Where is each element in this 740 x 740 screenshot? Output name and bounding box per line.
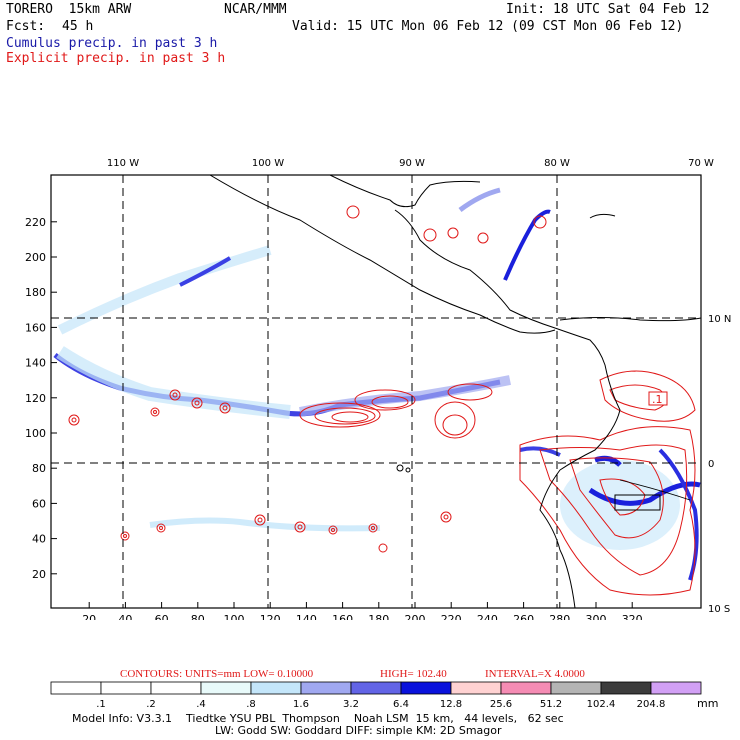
contour-interval: INTERVAL=X 4.0000 — [485, 668, 585, 680]
explicit-caption: Explicit precip. in past 3 h — [6, 51, 226, 66]
x-tick-label: 40 — [118, 613, 132, 620]
precip-map: 110 W 100 W 90 W 80 W 70 W 10 N 0 10 S — [25, 158, 731, 620]
color-legend: .1.2.4.8 1.6 3.2 6.4 12.8 25.6 51.2 102.4 204.8 … — [50, 681, 718, 710]
legend-swatch — [500, 681, 552, 695]
legend-value: 6.4 — [393, 699, 409, 710]
legend-value: .1 — [96, 699, 106, 710]
legend-swatch — [650, 681, 702, 695]
contour-units: CONTOURS: UNITS=mm LOW= 0.10000 — [120, 668, 314, 680]
y-tick-label: 180 — [25, 286, 46, 299]
model-title: TORERO 15km ARW — [6, 2, 132, 17]
forecast-label: Fcst: — [6, 19, 46, 34]
legend-value: 1.6 — [293, 699, 309, 710]
legend-value: .4 — [196, 699, 206, 710]
legend-unit: mm — [697, 697, 718, 710]
forecast-hour: 45 h — [62, 19, 94, 34]
x-tick-label: 140 — [296, 613, 317, 620]
legend-value: .8 — [246, 699, 256, 710]
y-tick-label: 40 — [32, 533, 46, 546]
map-frame — [50, 174, 702, 609]
valid-time: Valid: 15 UTC Mon 06 Feb 12 (09 CST Mon … — [292, 19, 684, 34]
y-tick-label: 200 — [25, 251, 46, 264]
lon-label: 100 W — [252, 158, 284, 169]
x-tick-label: 180 — [368, 613, 389, 620]
y-tick-label: 60 — [32, 497, 46, 510]
x-tick-label: 240 — [477, 613, 498, 620]
contour-caption: CONTOURS: UNITS=mm LOW= 0.10000 HIGH= 10… — [120, 668, 585, 680]
y-tick-label: 160 — [25, 321, 46, 334]
contour-box — [648, 391, 668, 406]
model-info: Model Info: V3.3.1 Tiedtke YSU PBL Thomp… — [72, 712, 564, 725]
y-tick-label: 140 — [25, 357, 46, 370]
org-label: NCAR/MMM — [224, 2, 287, 17]
legend-swatch — [550, 681, 602, 695]
lon-label: 70 W — [688, 158, 714, 169]
y-tick-label: 20 — [32, 568, 46, 581]
legend-value: 12.8 — [440, 699, 462, 710]
legend-swatch — [100, 681, 152, 695]
x-tick-label: 80 — [191, 613, 205, 620]
legend-swatch — [400, 681, 452, 695]
legend-value: .2 — [146, 699, 156, 710]
lat-label: 10 N — [708, 314, 731, 325]
x-tick-label: 280 — [549, 613, 570, 620]
contour-high: HIGH= 102.40 — [380, 668, 447, 680]
y-tick-label: 80 — [32, 462, 46, 475]
legend-value: 25.6 — [490, 699, 512, 710]
lat-label: 0 — [708, 459, 714, 470]
legend-swatch — [450, 681, 502, 695]
legend-swatch — [150, 681, 202, 695]
x-tick-label: 220 — [441, 613, 462, 620]
explicit-precip-layer — [68, 205, 696, 596]
legend-swatch — [350, 681, 402, 695]
cumulus-precip-layer — [53, 187, 701, 581]
init-time: Init: 18 UTC Sat 04 Feb 12 — [506, 2, 710, 17]
coastlines — [209, 175, 701, 608]
legend-value: 204.8 — [637, 699, 666, 710]
legend-swatch — [200, 681, 252, 695]
legend-value: 3.2 — [343, 699, 359, 710]
x-tick-label: 60 — [155, 613, 169, 620]
y-tick-label: 100 — [25, 427, 46, 440]
graticule — [51, 175, 701, 608]
contour-box-label: .1 — [652, 393, 663, 406]
x-tick-label: 320 — [622, 613, 643, 620]
y-tick-label: 220 — [25, 216, 46, 229]
x-tick-label: 160 — [332, 613, 353, 620]
legend-swatch — [600, 681, 652, 695]
legend-value: 51.2 — [540, 699, 562, 710]
x-tick-label: 200 — [405, 613, 426, 620]
lon-label: 80 W — [544, 158, 570, 169]
legend-value: 102.4 — [587, 699, 616, 710]
lon-label: 110 W — [107, 158, 139, 169]
lon-label: 90 W — [399, 158, 425, 169]
cumulus-caption: Cumulus precip. in past 3 h — [6, 36, 218, 51]
x-tick-label: 300 — [586, 613, 607, 620]
x-tick-label: 100 — [224, 613, 245, 620]
x-tick-label: 260 — [513, 613, 534, 620]
physics-info: LW: Godd SW: Goddard DIFF: simple KM: 2D… — [215, 724, 502, 737]
y-tick-label: 120 — [25, 392, 46, 405]
x-tick-label: 120 — [260, 613, 281, 620]
legend-swatch — [300, 681, 352, 695]
legend-swatch — [250, 681, 302, 695]
x-tick-label: 20 — [82, 613, 96, 620]
lat-label: 10 S — [708, 604, 730, 615]
legend-swatch — [50, 681, 102, 695]
